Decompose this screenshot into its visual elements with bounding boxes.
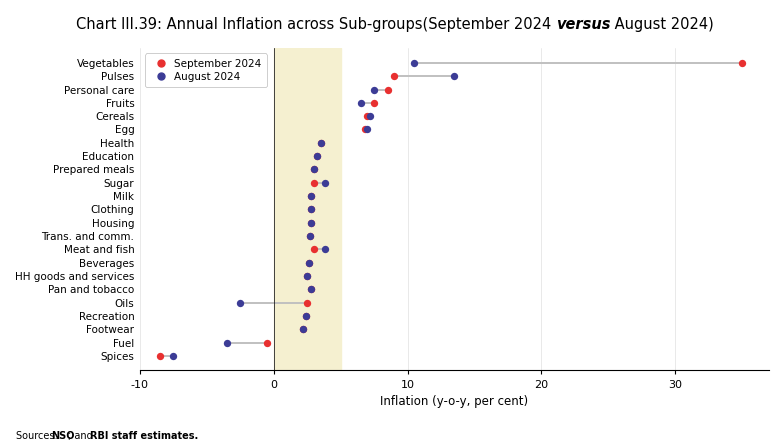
Text: versus: versus	[556, 17, 610, 32]
Point	[154, 352, 166, 359]
Point	[301, 272, 314, 280]
Point	[301, 272, 314, 280]
Point	[310, 152, 323, 159]
Point	[303, 233, 316, 240]
Point	[305, 193, 318, 200]
Point	[314, 139, 327, 146]
Point	[358, 126, 371, 133]
Point	[167, 352, 180, 359]
Point	[307, 246, 320, 253]
Point	[305, 219, 318, 226]
X-axis label: Inflation (y-o-y, per cent): Inflation (y-o-y, per cent)	[380, 395, 528, 408]
Point	[736, 59, 749, 66]
Point	[305, 286, 318, 293]
Point	[303, 259, 315, 266]
Point	[261, 339, 274, 346]
Point	[305, 206, 318, 213]
Text: RBI staff estimates.: RBI staff estimates.	[90, 431, 198, 442]
Point	[361, 113, 374, 120]
Point	[305, 206, 318, 213]
Text: NSO: NSO	[51, 431, 74, 442]
Point	[408, 59, 420, 66]
Bar	[274, 48, 341, 370]
Point	[305, 193, 318, 200]
Point	[303, 233, 316, 240]
Point	[448, 73, 461, 80]
Point	[307, 166, 320, 173]
Text: Chart III.39: Annual Inflation across Sub-groups(September 2024: Chart III.39: Annual Inflation across Su…	[76, 17, 556, 32]
Point	[318, 179, 331, 186]
Legend: September 2024, August 2024: September 2024, August 2024	[145, 54, 267, 87]
Point	[307, 166, 320, 173]
Point	[299, 312, 312, 319]
Text: ; and: ; and	[68, 431, 96, 442]
Point	[368, 86, 380, 93]
Point	[364, 113, 376, 120]
Text: August 2024): August 2024)	[610, 17, 714, 32]
Point	[354, 99, 367, 106]
Point	[234, 299, 247, 306]
Point	[310, 152, 323, 159]
Point	[381, 86, 394, 93]
Point	[305, 219, 318, 226]
Point	[318, 246, 331, 253]
Point	[307, 179, 320, 186]
Text: Sources:: Sources:	[16, 431, 60, 442]
Point	[303, 259, 315, 266]
Point	[297, 326, 310, 333]
Point	[301, 299, 314, 306]
Point	[388, 73, 401, 80]
Point	[305, 286, 318, 293]
Point	[297, 326, 310, 333]
Point	[368, 99, 380, 106]
Point	[220, 339, 233, 346]
Point	[299, 312, 312, 319]
Point	[314, 139, 327, 146]
Point	[361, 126, 374, 133]
